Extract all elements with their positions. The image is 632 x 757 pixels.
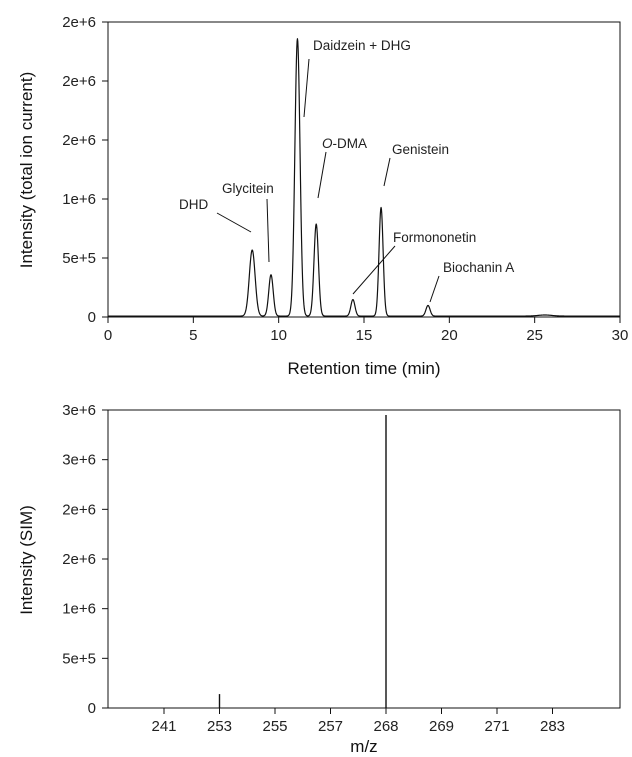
peak-pointer-line xyxy=(352,245,396,295)
x-tick-label: 0 xyxy=(104,327,112,344)
y-tick-label: 2e+6 xyxy=(62,73,96,90)
peak-pointer-line xyxy=(383,157,391,187)
sim-x-axis-title: m/z xyxy=(350,737,377,756)
peak-label: Glycitein xyxy=(222,181,274,196)
y-tick-label: 0 xyxy=(88,309,96,326)
peak-pointer-line xyxy=(429,275,440,303)
sim-y-ticks: 0 5e+5 1e+6 2e+6 2e+6 3e+6 3e+6 xyxy=(62,402,108,717)
peak-label: O-DMA xyxy=(322,136,367,151)
chromatogram-x-ticks: 0 5 10 15 20 25 30 xyxy=(104,317,629,344)
y-tick-label: 2e+6 xyxy=(62,551,96,568)
y-tick-label: 2e+6 xyxy=(62,132,96,149)
peak-pointer-line xyxy=(216,212,252,233)
peak-label: Biochanin A xyxy=(443,260,514,275)
x-tick-label: 271 xyxy=(484,718,509,735)
peak-label: Genistein xyxy=(392,142,449,157)
x-tick-label: 25 xyxy=(526,327,543,344)
x-tick-label: 268 xyxy=(373,718,398,735)
y-tick-label: 1e+6 xyxy=(62,601,96,618)
x-tick-label: 283 xyxy=(540,718,565,735)
y-tick-label: 2e+6 xyxy=(62,501,96,518)
sim-x-ticks: 241 253 255 257 268 269 271 283 xyxy=(151,708,565,735)
tic-trace-line xyxy=(107,38,621,317)
y-tick-label: 0 xyxy=(88,700,96,717)
chromatogram-y-axis-title: Intensity (total ion current) xyxy=(17,72,36,269)
peak-pointer-line xyxy=(317,151,327,199)
x-tick-label: 257 xyxy=(318,718,343,735)
y-tick-label: 2e+6 xyxy=(62,14,96,31)
sim-plot-frame xyxy=(107,409,621,709)
peak-pointer-line xyxy=(266,198,270,263)
x-tick-label: 5 xyxy=(189,327,197,344)
y-tick-label: 1e+6 xyxy=(62,191,96,208)
sim-y-axis-title: Intensity (SIM) xyxy=(17,505,36,615)
peak-pointer-line xyxy=(303,58,310,118)
x-tick-label: 269 xyxy=(429,718,454,735)
peak-label: Daidzein + DHG xyxy=(313,38,411,53)
sim-spectrum-panel: 241 253 255 257 268 269 271 283 0 5e+5 1e+6 2e+6 2e… xyxy=(17,402,621,756)
chromatogram-panel: 0 5 10 15 20 25 30 0 5e+5 1e+6 2e+6 2e+6 2e+6 DHD Gl… xyxy=(17,14,628,378)
peak-label: DHD xyxy=(179,197,208,212)
peak-label: Formononetin xyxy=(393,230,476,245)
peak-annotations: DHD Glycitein Daidzein + DHG O-DMA Genistein… xyxy=(179,38,514,303)
x-tick-label: 15 xyxy=(356,327,373,344)
y-tick-label: 5e+5 xyxy=(62,650,96,667)
y-tick-label: 5e+5 xyxy=(62,250,96,267)
x-tick-label: 253 xyxy=(207,718,232,735)
y-tick-label: 3e+6 xyxy=(62,452,96,469)
y-tick-label: 3e+6 xyxy=(62,402,96,419)
x-tick-label: 255 xyxy=(262,718,287,735)
sim-spikes xyxy=(218,414,387,708)
x-tick-label: 30 xyxy=(612,327,629,344)
x-tick-label: 20 xyxy=(441,327,458,344)
x-tick-label: 241 xyxy=(151,718,176,735)
chromatogram-x-axis-title: Retention time (min) xyxy=(287,359,440,378)
chromatogram-plot-frame xyxy=(107,21,621,318)
x-tick-label: 10 xyxy=(270,327,287,344)
chromatogram-y-ticks: 0 5e+5 1e+6 2e+6 2e+6 2e+6 xyxy=(62,14,108,326)
